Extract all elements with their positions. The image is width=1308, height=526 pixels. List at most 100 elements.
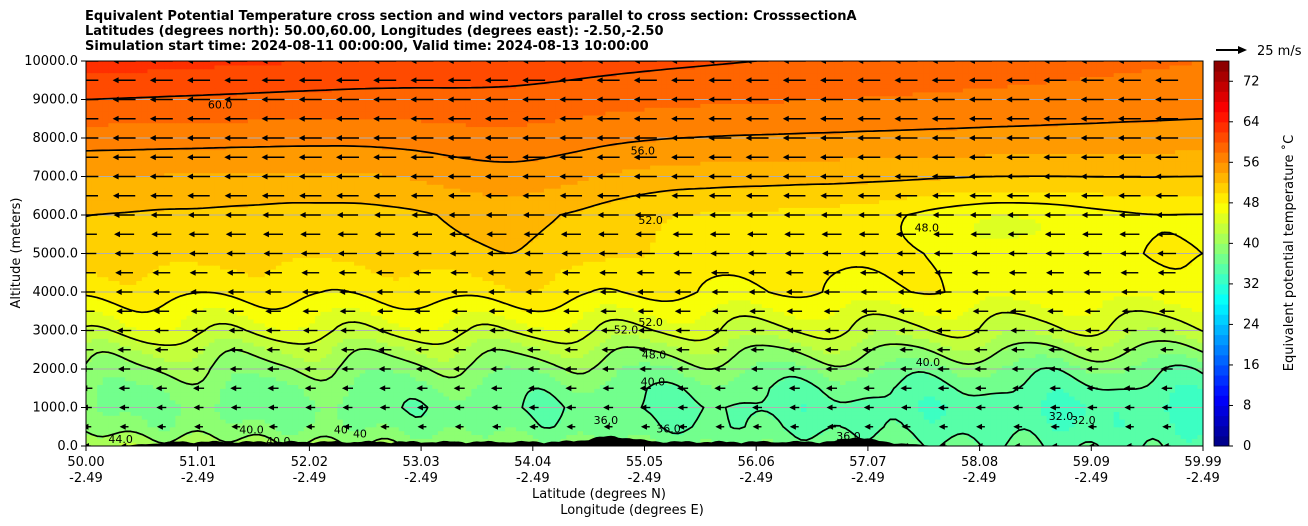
field-cell [1063,380,1070,385]
field-cell [549,372,556,378]
field-cell [164,403,171,409]
field-cell [504,384,512,389]
field-cell [845,395,852,401]
field-cell [409,426,417,432]
field-cell [666,349,674,355]
field-cell [661,365,668,370]
field-cell [521,399,528,405]
field-cell [678,392,685,397]
field-cell [97,426,104,432]
field-cell [153,357,160,362]
field-cell [214,369,221,374]
field-cell [404,384,411,389]
field-cell [1007,380,1014,385]
field-cell [398,372,405,378]
field-cell [136,372,143,378]
field-cell [828,438,835,443]
field-cell [1186,372,1193,378]
field-cell [86,369,93,374]
field-cell [918,395,925,401]
field-cell [1001,365,1009,370]
field-cell [253,365,260,370]
field-cell [476,372,484,378]
field-cell [259,361,266,366]
field-cell [650,357,657,362]
field-cell [1158,434,1165,439]
field-cell [214,430,221,436]
field-cell [281,361,288,366]
field-cell [1035,411,1042,416]
field-cell [264,369,271,374]
field-cell [1035,399,1042,405]
field-cell [806,407,813,412]
field-cell [476,380,484,385]
field-cell [180,438,188,443]
field-cell [409,392,417,397]
field-cell [331,415,338,420]
field-cell [192,380,199,385]
field-cell [923,438,930,443]
field-cell [683,422,690,428]
field-cell [1052,399,1059,405]
field-cell [521,357,528,362]
field-cell [326,384,333,389]
field-cell [638,407,646,412]
field-cell [197,403,204,409]
field-cell [231,392,238,397]
field-cell [627,434,634,439]
field-cell [342,399,350,405]
field-cell [214,380,221,385]
field-cell [275,349,283,355]
field-cell [220,353,227,359]
field-cell [236,419,243,424]
field-cell [1057,438,1064,443]
field-cell [1130,426,1137,432]
field-cell [918,403,925,409]
field-cell [616,399,623,405]
field-cell [1135,438,1143,443]
field-cell [767,365,774,370]
field-cell [499,426,506,432]
field-cell [415,380,422,385]
field-cell [974,411,981,416]
field-cell [851,434,858,439]
field-cell [197,372,204,378]
field-cell [934,422,942,428]
field-cell [1186,392,1193,397]
field-cell [1102,426,1109,432]
field-cell [918,392,925,397]
field-cell [761,353,768,359]
field-cell [275,388,283,393]
field-cell [588,369,595,374]
field-cell [348,434,355,439]
field-cell [1046,384,1053,389]
field-cell [259,395,266,401]
field-cell [1013,361,1020,366]
field-cell [527,392,534,397]
field-cell [376,434,383,439]
field-cell [208,411,216,416]
field-cell [443,349,450,355]
field-cell [1001,376,1009,382]
field-cell [1085,372,1092,378]
field-cell [1041,369,1048,374]
field-cell [812,392,819,397]
field-cell [733,369,741,374]
field-cell [823,353,830,359]
field-cell [1163,399,1171,405]
field-cell [398,388,405,393]
field-cell [884,438,891,443]
field-cell [778,392,785,397]
field-cell [806,399,813,405]
field-cell [359,411,366,416]
field-cell [873,434,880,439]
field-cell [521,361,528,366]
field-cell [1163,376,1171,382]
field-cell [247,395,255,401]
field-cell [192,365,199,370]
field-cell [1186,388,1193,393]
field-cell [549,395,556,401]
field-cell [303,376,310,382]
field-cell [756,422,763,428]
field-cell [471,438,478,443]
